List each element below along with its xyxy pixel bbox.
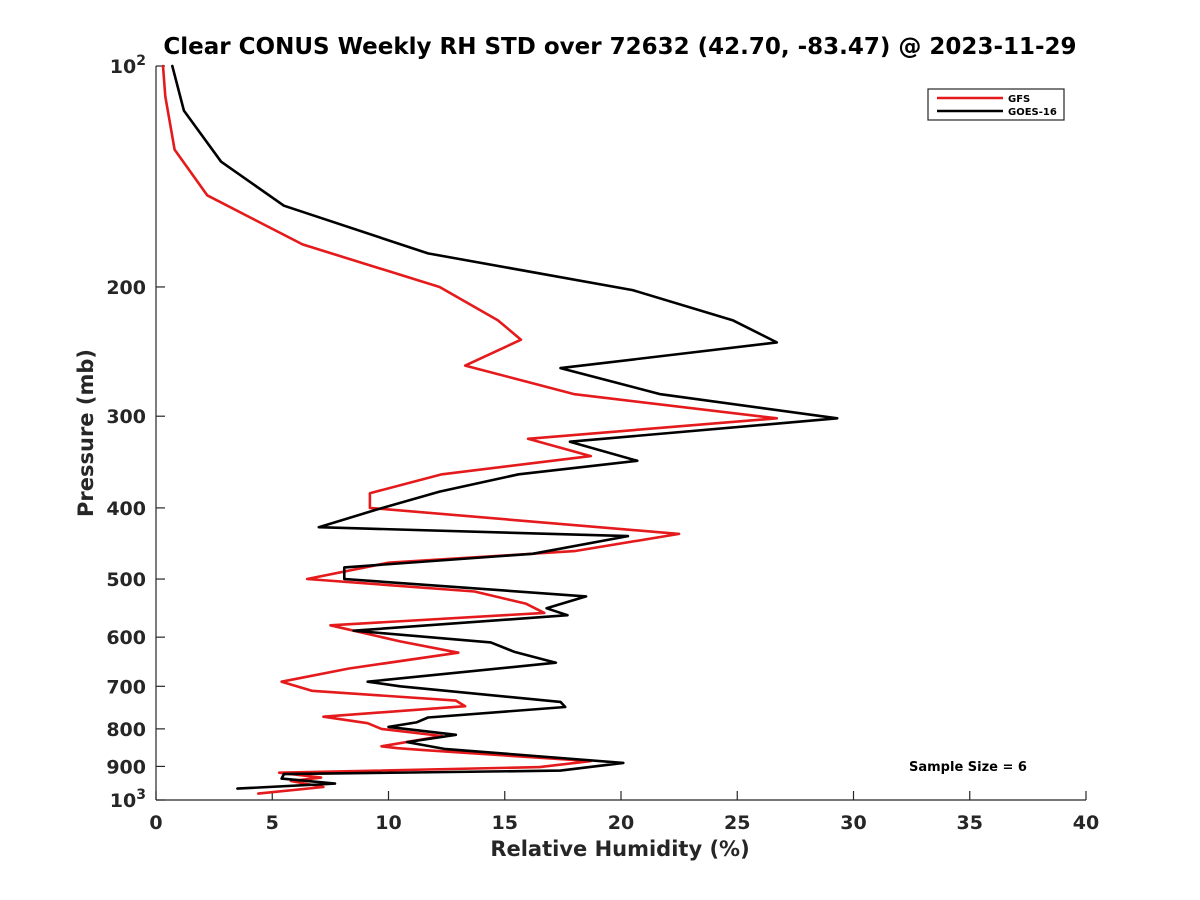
x-tick-label: 40: [1073, 812, 1099, 834]
y-tick-label: 102: [110, 53, 146, 78]
legend-box: [927, 88, 1065, 121]
y-tick-label: 700: [106, 676, 146, 698]
x-tick-label: 35: [957, 812, 983, 834]
chart-title: Clear CONUS Weekly RH STD over 72632 (42…: [163, 34, 1076, 60]
y-tick-label: 200: [106, 277, 146, 299]
x-axis-label: Relative Humidity (%): [490, 837, 749, 861]
series-line-gfs: [161, 64, 779, 795]
y-tick-label: 800: [106, 719, 146, 741]
x-tick-label: 10: [375, 812, 401, 834]
sample-size-annotation: Sample Size = 6: [909, 760, 1027, 775]
y-tick-label: 500: [106, 569, 146, 591]
x-tick-label: 5: [266, 812, 279, 834]
x-tick-label: 0: [149, 812, 162, 834]
series-layer: [161, 64, 839, 795]
y-axis-label: Pressure (mb): [74, 349, 98, 517]
x-tick-label: 30: [840, 812, 866, 834]
x-tick-label: 15: [492, 812, 518, 834]
x-tick-label: 25: [724, 812, 750, 834]
y-tick-label: 300: [106, 406, 146, 428]
y-tick-label: 900: [106, 756, 146, 778]
x-axis-ticks: 0 5 10 15 20 25 30 35 40: [149, 791, 1099, 834]
y-tick-label: 103: [110, 787, 146, 812]
y-tick-label: 400: [106, 498, 146, 520]
legend-label: GOES-16: [1008, 107, 1057, 118]
y-axis-ticks: 102 200 300 400 500 600 700 800 900 103: [106, 53, 165, 812]
legend: GFS GOES-16: [927, 88, 1065, 121]
legend-label: GFS: [1008, 94, 1030, 105]
y-tick-label: 600: [106, 627, 146, 649]
series-line-goes-16: [171, 64, 839, 790]
x-tick-label: 20: [608, 812, 634, 834]
